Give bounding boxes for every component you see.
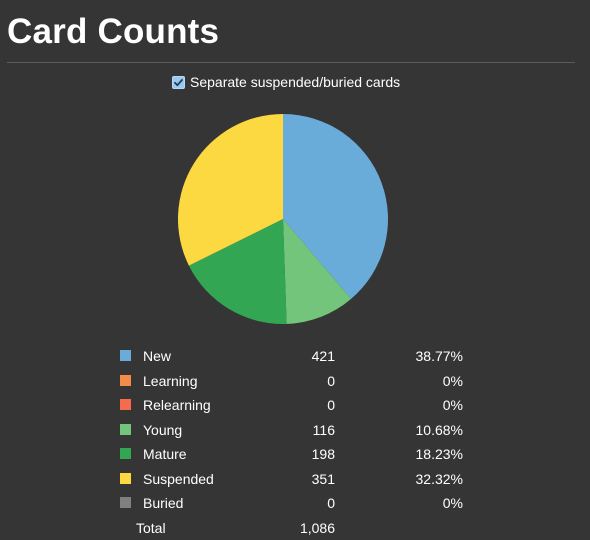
legend-swatch (120, 472, 131, 484)
legend-count: 0 (327, 495, 335, 511)
legend-count: 198 (311, 446, 335, 462)
legend-percent: 18.23% (415, 446, 463, 462)
legend-total-row: Total 1,086 (118, 516, 478, 540)
pie-slice-new (283, 114, 388, 299)
legend-label: Young (143, 421, 183, 438)
legend-swatch (120, 448, 131, 459)
pie-slice-young (283, 219, 352, 324)
legend-percent: 10.68% (415, 421, 463, 438)
separate-suspended-toggle[interactable]: Separate suspended/buried cards (172, 73, 400, 91)
legend-label: Mature (143, 446, 187, 462)
legend-percent: 0% (442, 397, 463, 413)
legend-row-suspended: Suspended 351 32.32% (118, 467, 478, 492)
total-count: 1,086 (299, 519, 335, 536)
legend-label: Relearning (143, 397, 211, 413)
legend-label: New (143, 348, 172, 364)
legend-percent: 32.32% (415, 470, 463, 487)
card-counts-pie-chart (177, 113, 388, 325)
page-title: Card Counts (7, 12, 220, 51)
card-counts-legend: New 421 38.77% Learning 0 0% Relearning 0 0% Youn… (118, 344, 478, 540)
separate-suspended-label: Separate suspended/buried cards (190, 74, 401, 90)
legend-count: 351 (311, 470, 335, 487)
legend-label: Buried (143, 495, 184, 511)
legend-row-relearning: Relearning 0 0% (118, 393, 478, 418)
legend-count: 0 (327, 372, 335, 389)
legend-count: 421 (311, 348, 335, 364)
pie-slice-mature (188, 219, 287, 325)
legend-count: 0 (327, 397, 335, 413)
legend-swatch (120, 497, 131, 508)
legend-percent: 0% (442, 372, 463, 389)
legend-row-new: New 421 38.77% (118, 344, 478, 369)
legend-swatch (120, 374, 131, 386)
pie-slice-suspended (177, 113, 283, 266)
legend-swatch (120, 399, 131, 410)
title-divider (7, 62, 575, 63)
legend-percent: 38.77% (415, 348, 463, 364)
total-label: Total (136, 519, 166, 536)
legend-row-mature: Mature 198 18.23% (118, 442, 478, 467)
checkmark-icon (174, 78, 183, 86)
legend-swatch (120, 350, 131, 361)
legend-row-buried: Buried 0 0% (118, 491, 478, 516)
legend-swatch (120, 423, 131, 435)
legend-row-learning: Learning 0 0% (118, 369, 478, 394)
legend-percent: 0% (442, 495, 463, 511)
legend-row-young: Young 116 10.68% (118, 418, 478, 443)
legend-label: Learning (143, 372, 198, 389)
legend-count: 116 (312, 421, 335, 438)
separate-suspended-checkbox[interactable] (172, 75, 185, 89)
legend-label: Suspended (143, 470, 214, 487)
